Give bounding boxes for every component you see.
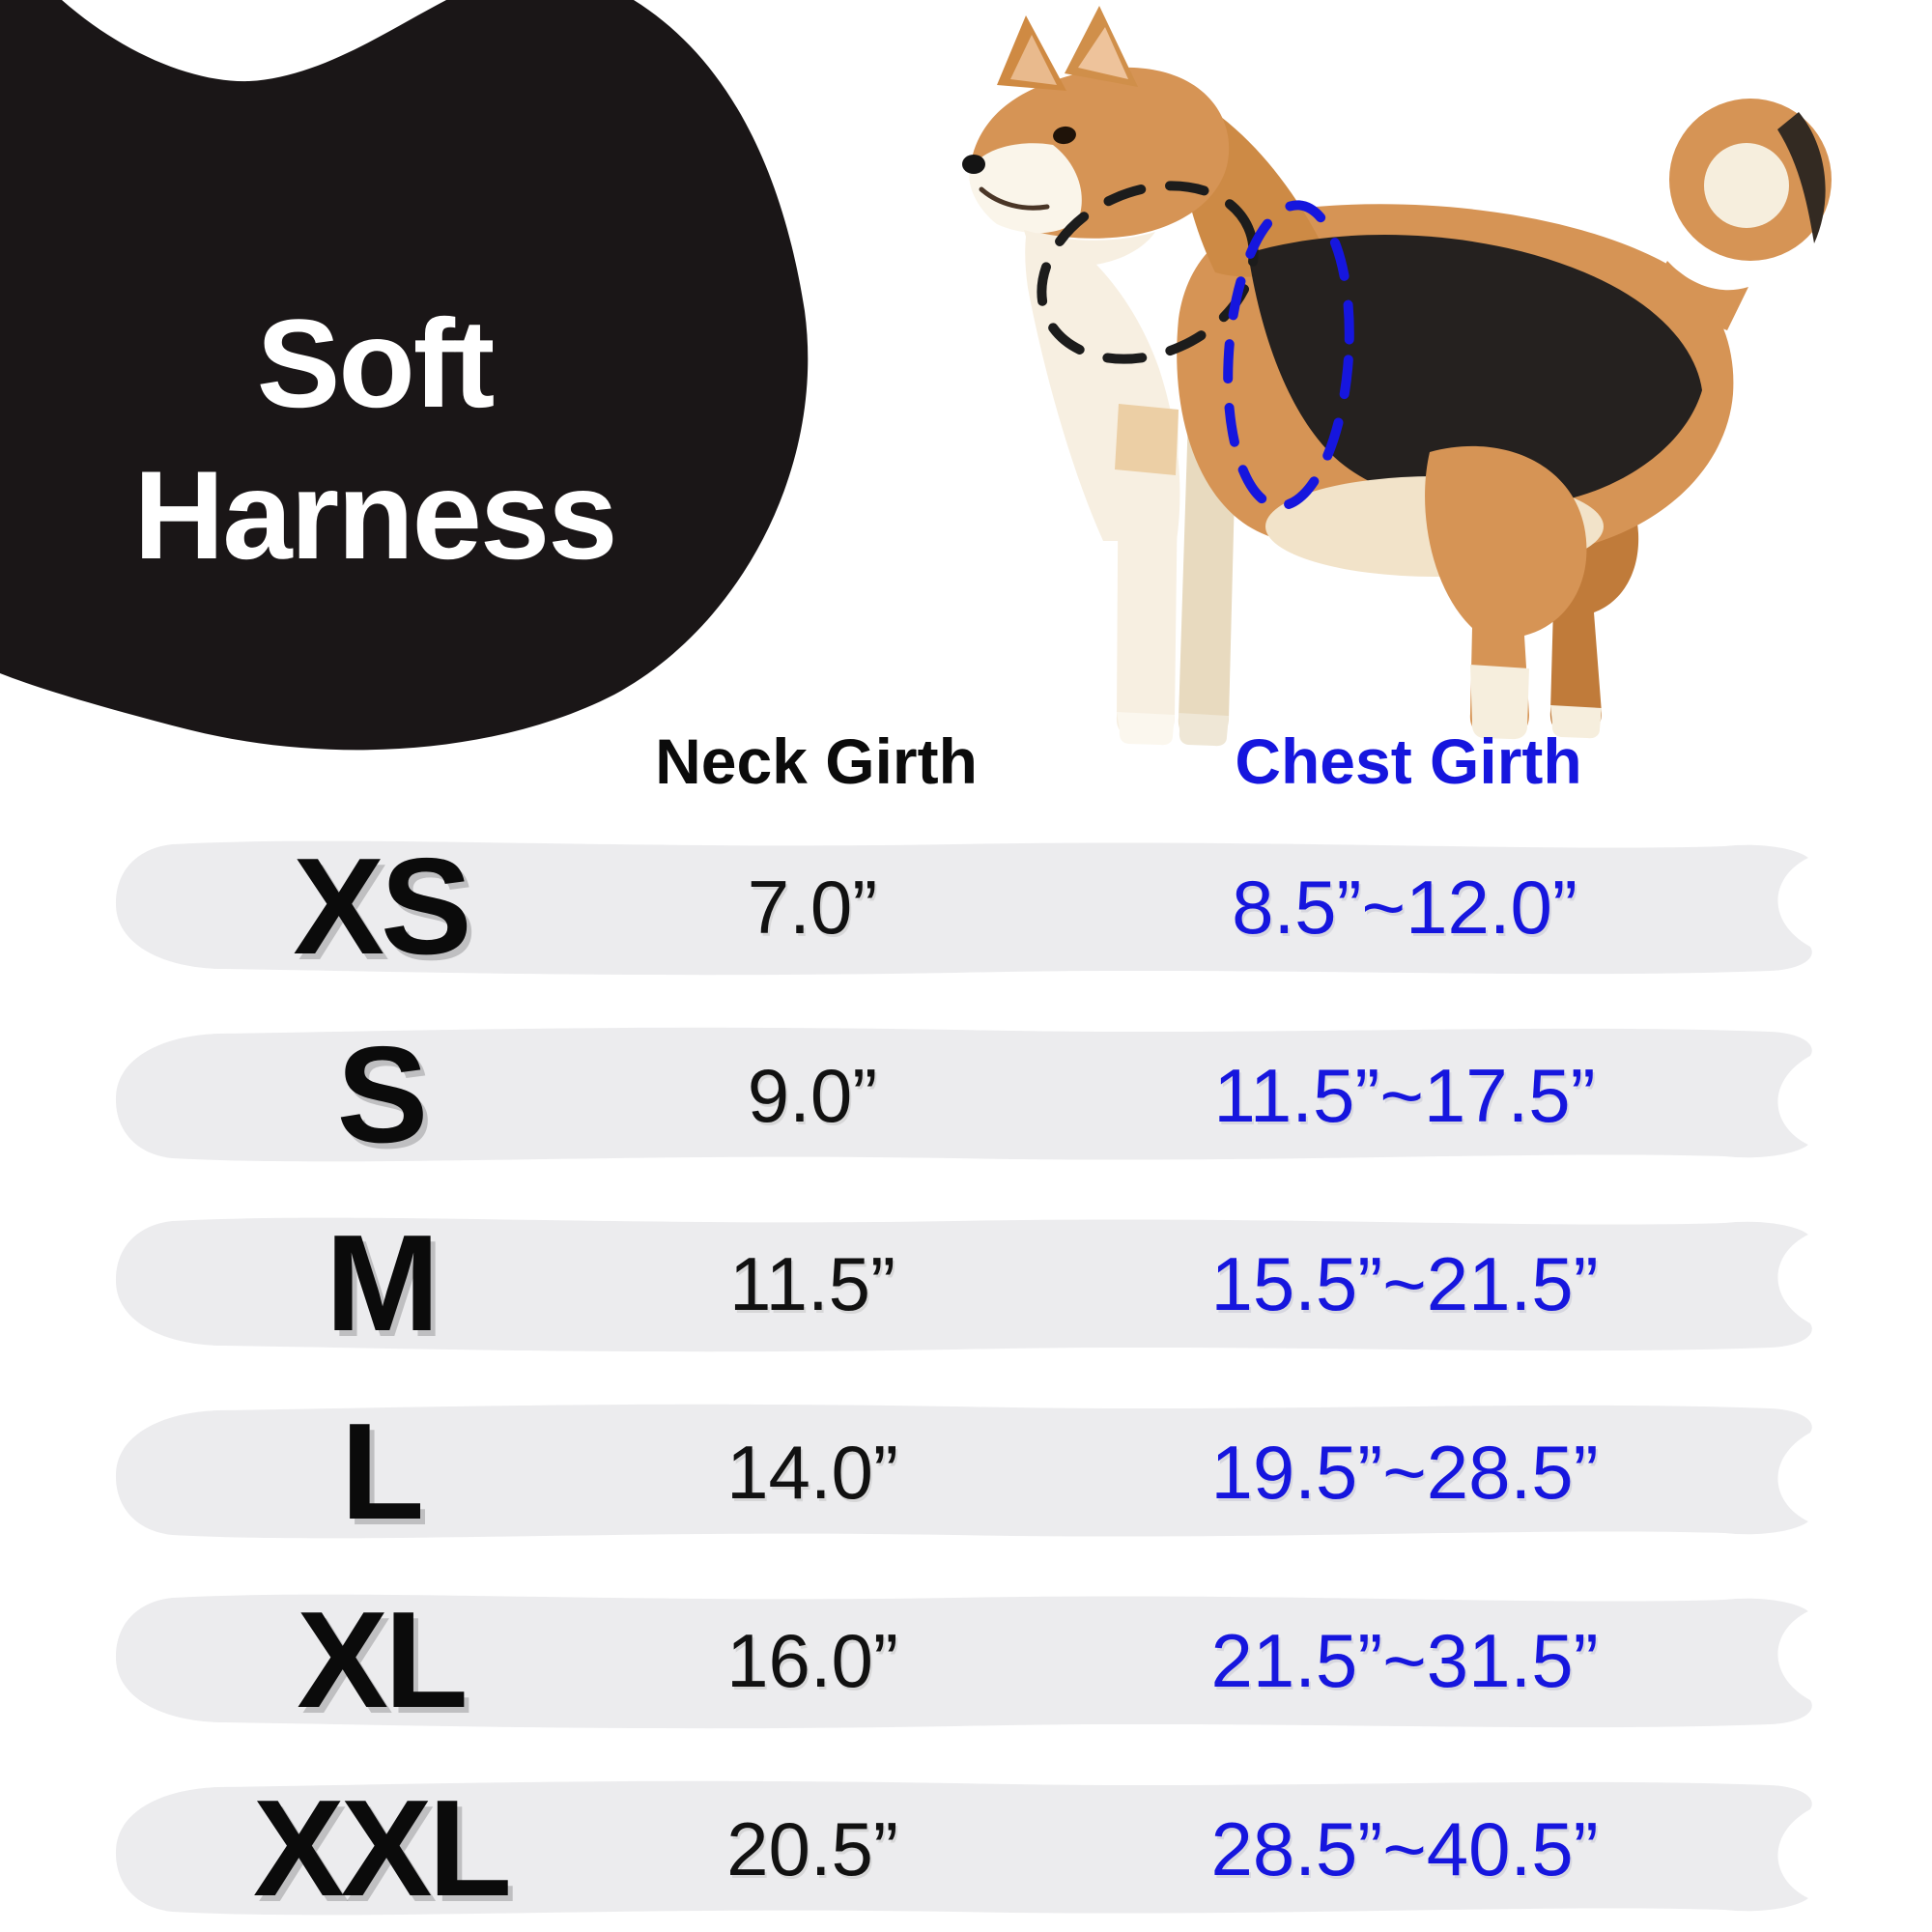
muzzle <box>969 143 1082 234</box>
table-row-xs: XS 7.0” 8.5”~12.0” <box>100 835 1830 980</box>
chest-girth-value: 21.5”~31.5” <box>1210 1618 1599 1703</box>
page-title: Soft Harness <box>85 288 665 591</box>
title-blob <box>0 0 809 751</box>
neck-girth-value: 7.0” <box>747 865 878 950</box>
row-band <box>115 840 1812 976</box>
chest-girth-value: 15.5”~21.5” <box>1210 1241 1599 1326</box>
page-title-line1: Soft <box>256 293 496 434</box>
neck-girth-ring-icon <box>1037 181 1259 364</box>
row-band <box>115 1404 1812 1539</box>
chest-girth-value: 11.5”~17.5” <box>1213 1053 1596 1138</box>
row-band <box>115 1027 1812 1162</box>
mouth <box>979 186 1050 211</box>
size-label: L <box>340 1395 425 1548</box>
size-label: S <box>336 1018 429 1172</box>
table-row-xl: XL 16.0” 21.5”~31.5” <box>100 1588 1830 1733</box>
neck-girth-value: 9.0” <box>747 1053 878 1138</box>
row-band <box>115 1594 1812 1729</box>
page-title-line2: Harness <box>133 444 617 585</box>
eye <box>1053 126 1076 145</box>
chest-girth-value: 28.5”~40.5” <box>1210 1806 1599 1891</box>
neck-girth-column-header: Neck Girth <box>655 725 978 797</box>
size-label: XXL <box>252 1772 512 1925</box>
chest-girth-ring-icon <box>1223 200 1354 511</box>
saddle <box>1248 235 1702 508</box>
table-row-s: S 9.0” 11.5”~17.5” <box>100 1023 1830 1168</box>
size-label: XS <box>293 830 471 983</box>
neck-girth-value: 20.5” <box>726 1806 898 1891</box>
chest-girth-column-header: Chest Girth <box>1235 725 1582 797</box>
neck-girth-value: 11.5” <box>729 1241 895 1326</box>
neck-girth-value: 14.0” <box>726 1430 898 1515</box>
row-band <box>115 1217 1812 1352</box>
row-band <box>115 1780 1812 1916</box>
table-row-m: M 11.5” 15.5”~21.5” <box>100 1211 1830 1356</box>
dog-body-art <box>962 6 1832 747</box>
table-row-l: L 14.0” 19.5”~28.5” <box>100 1400 1830 1545</box>
neck-girth-value: 16.0” <box>726 1618 898 1703</box>
chest-girth-value: 19.5”~28.5” <box>1210 1430 1599 1515</box>
dog-illustration <box>962 6 1832 747</box>
size-label: M <box>325 1207 440 1360</box>
table-row-xxl: XXL 20.5” 28.5”~40.5” <box>100 1776 1830 1921</box>
chest-girth-value: 8.5”~12.0” <box>1232 865 1577 950</box>
nose <box>962 155 985 174</box>
size-label: XL <box>297 1583 468 1737</box>
title-blob-shape <box>0 0 809 751</box>
